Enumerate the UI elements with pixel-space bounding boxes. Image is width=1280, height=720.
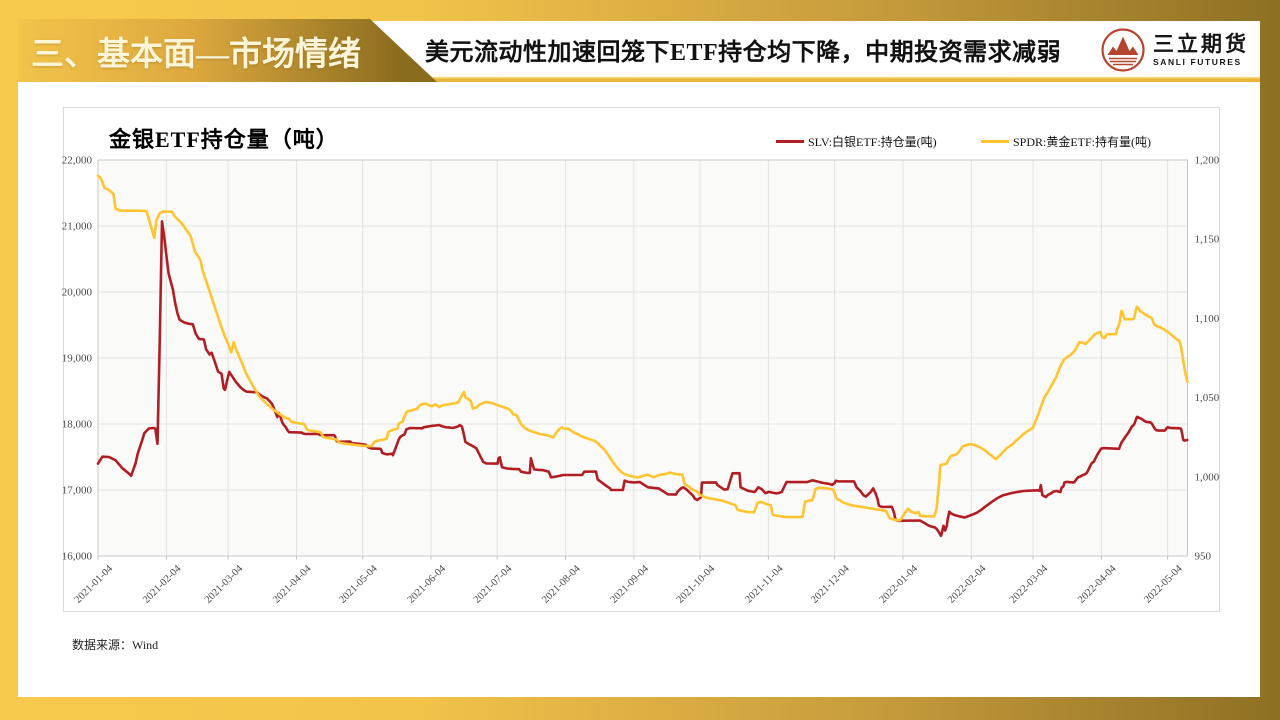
y-axis-right-label: 1,200 (1195, 155, 1220, 167)
x-axis-label: 2021-08-04 (540, 563, 583, 606)
source-note: 数据来源：Wind (72, 638, 159, 652)
legend-swatch-gold (981, 139, 1009, 143)
y-axis-right-label: 1,050 (1195, 392, 1220, 404)
x-axis-label: 2022-01-04 (878, 563, 921, 606)
line-chart-plot: 22,000 21,000 20,000 19,000 18,000 17,000 16,0… (62, 155, 1220, 606)
y-axis-left-label: 16,000 (62, 551, 93, 563)
content-panel: 金银ETF持仓量（吨） SLV:白银ETF:持仓量(吨) SPDR:黄金ETF:… (18, 82, 1260, 697)
x-axis-label: 2021-12-04 (809, 563, 852, 606)
x-axis-label: 2021-02-04 (141, 563, 184, 606)
y-axis-left-label: 20,000 (62, 287, 93, 299)
x-axis-label: 2021-03-04 (203, 563, 246, 606)
company-logo: 三立期货 SANLI FUTURES (1100, 26, 1250, 74)
x-axis-label: 2021-01-04 (73, 563, 116, 606)
x-axis-label: 2022-04-04 (1076, 563, 1119, 606)
x-axis-label: 2021-09-04 (609, 563, 652, 606)
y-axis-left-label: 22,000 (62, 155, 93, 167)
y-axis-left-label: 18,000 (62, 419, 93, 431)
legend-swatch-silver (776, 139, 804, 143)
series-line-gold-etf (96, 174, 1189, 522)
x-axis-label: 2021-05-04 (337, 563, 380, 606)
y-axis-right-label: 1,100 (1195, 313, 1220, 325)
legend-item-gold-etf: SPDR:黄金ETF:持有量(吨) (981, 134, 1152, 149)
logo-text: 三立期货 SANLI FUTURES (1153, 33, 1249, 66)
plot-border (97, 159, 1188, 557)
y-axis-left-label: 17,000 (62, 485, 93, 497)
x-axis-label: 2021-11-04 (743, 563, 786, 606)
headline-text: 美元流动性加速回笼下ETF持仓均下降，中期投资需求减弱 (425, 40, 1062, 66)
x-axis-label: 2022-05-04 (1142, 563, 1185, 606)
chart-title: 金银ETF持仓量（吨） (109, 127, 339, 152)
y-axis-right-label: 1,000 (1195, 471, 1220, 483)
logo-name-en: SANLI FUTURES (1153, 56, 1242, 67)
logo-name-cn: 三立期货 (1153, 33, 1249, 57)
x-axis-label: 2021-06-04 (406, 563, 449, 606)
legend-item-silver-etf: SLV:白银ETF:持仓量(吨) (776, 134, 937, 149)
header-band (360, 21, 1260, 78)
y-axis-left-label: 21,000 (62, 221, 93, 233)
x-axis-label: 2022-02-04 (946, 563, 989, 606)
x-axis-label: 2021-07-04 (472, 563, 515, 606)
mountain-logo-icon (1101, 28, 1145, 72)
legend-label-silver: SLV:白银ETF:持仓量(吨) (808, 134, 937, 149)
headline: 美元流动性加速回笼下ETF持仓均下降，中期投资需求减弱 (425, 21, 1075, 78)
y-axis-left-label: 19,000 (62, 353, 93, 365)
legend-label-gold: SPDR:黄金ETF:持有量(吨) (1013, 134, 1152, 149)
x-axis-label: 2021-10-04 (675, 563, 718, 606)
x-axis-label: 2022-03-04 (1008, 563, 1051, 606)
y-axis-right-label: 950 (1195, 551, 1212, 563)
section-banner: 三、基本面—市场情绪 (18, 19, 437, 82)
x-axis-label: 2021-04-04 (271, 563, 314, 606)
y-axis-right-label: 1,150 (1195, 234, 1220, 246)
section-banner-title: 三、基本面—市场情绪 (31, 36, 361, 73)
gold-rule-divider (18, 77, 1260, 82)
